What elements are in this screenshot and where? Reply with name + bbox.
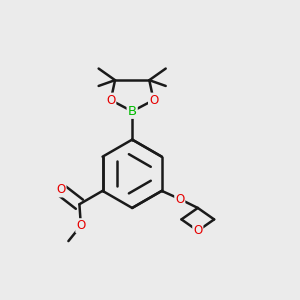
- Text: O: O: [175, 193, 184, 206]
- Text: O: O: [193, 224, 203, 237]
- Text: O: O: [106, 94, 116, 106]
- Text: B: B: [128, 105, 137, 118]
- Text: O: O: [149, 94, 158, 106]
- Text: O: O: [76, 219, 86, 232]
- Text: O: O: [56, 184, 66, 196]
